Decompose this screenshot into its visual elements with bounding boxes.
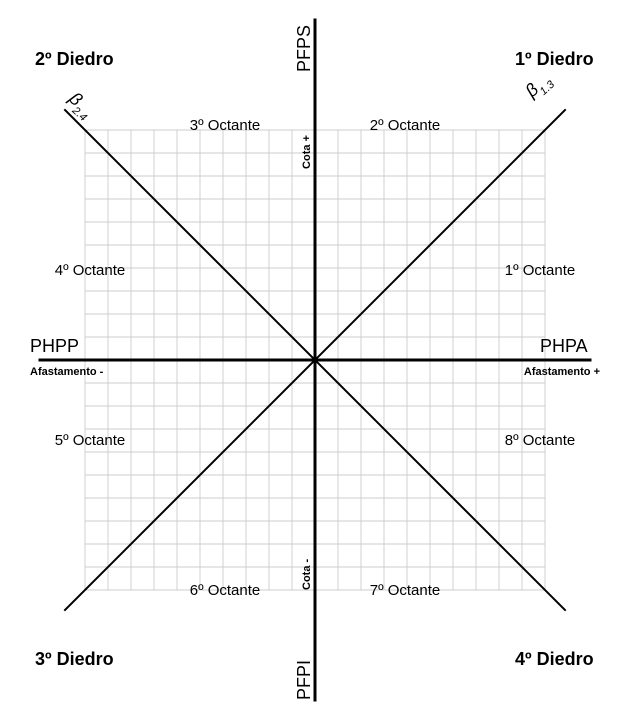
label-octante-5: 5º Octante (55, 432, 126, 449)
label-cota-minus: Cota - (301, 559, 313, 591)
label-octante-3: 3º Octante (190, 117, 261, 134)
label-pfps: PFPS (294, 25, 314, 72)
label-cota-plus: Cota + (301, 135, 313, 169)
label-beta-13: β1.3 (521, 68, 558, 105)
label-diedro-3: 3º Diedro (35, 649, 114, 669)
label-beta-24: β2.4 (61, 87, 97, 123)
label-afastamento-minus: Afastamento - (30, 366, 104, 378)
label-diedro-1: 1º Diedro (515, 49, 594, 69)
label-diedro-2: 2º Diedro (35, 49, 114, 69)
label-pfpi: PFPI (294, 660, 314, 700)
label-octante-6: 6º Octante (190, 582, 261, 599)
label-octante-8: 8º Octante (505, 432, 576, 449)
label-octante-2: 2º Octante (370, 117, 441, 134)
axes (40, 20, 590, 700)
label-octante-4: 4º Octante (55, 262, 126, 279)
label-octante-7: 7º Octante (370, 582, 441, 599)
label-afastamento-plus: Afastamento + (524, 366, 600, 378)
label-phpp: PHPP (30, 336, 79, 356)
label-octante-1: 1º Octante (505, 262, 576, 279)
octant-diagram: 2º Diedro 1º Diedro 3º Diedro 4º Diedro … (0, 0, 631, 720)
label-phpa: PHPA (540, 336, 588, 356)
label-diedro-4: 4º Diedro (515, 649, 594, 669)
